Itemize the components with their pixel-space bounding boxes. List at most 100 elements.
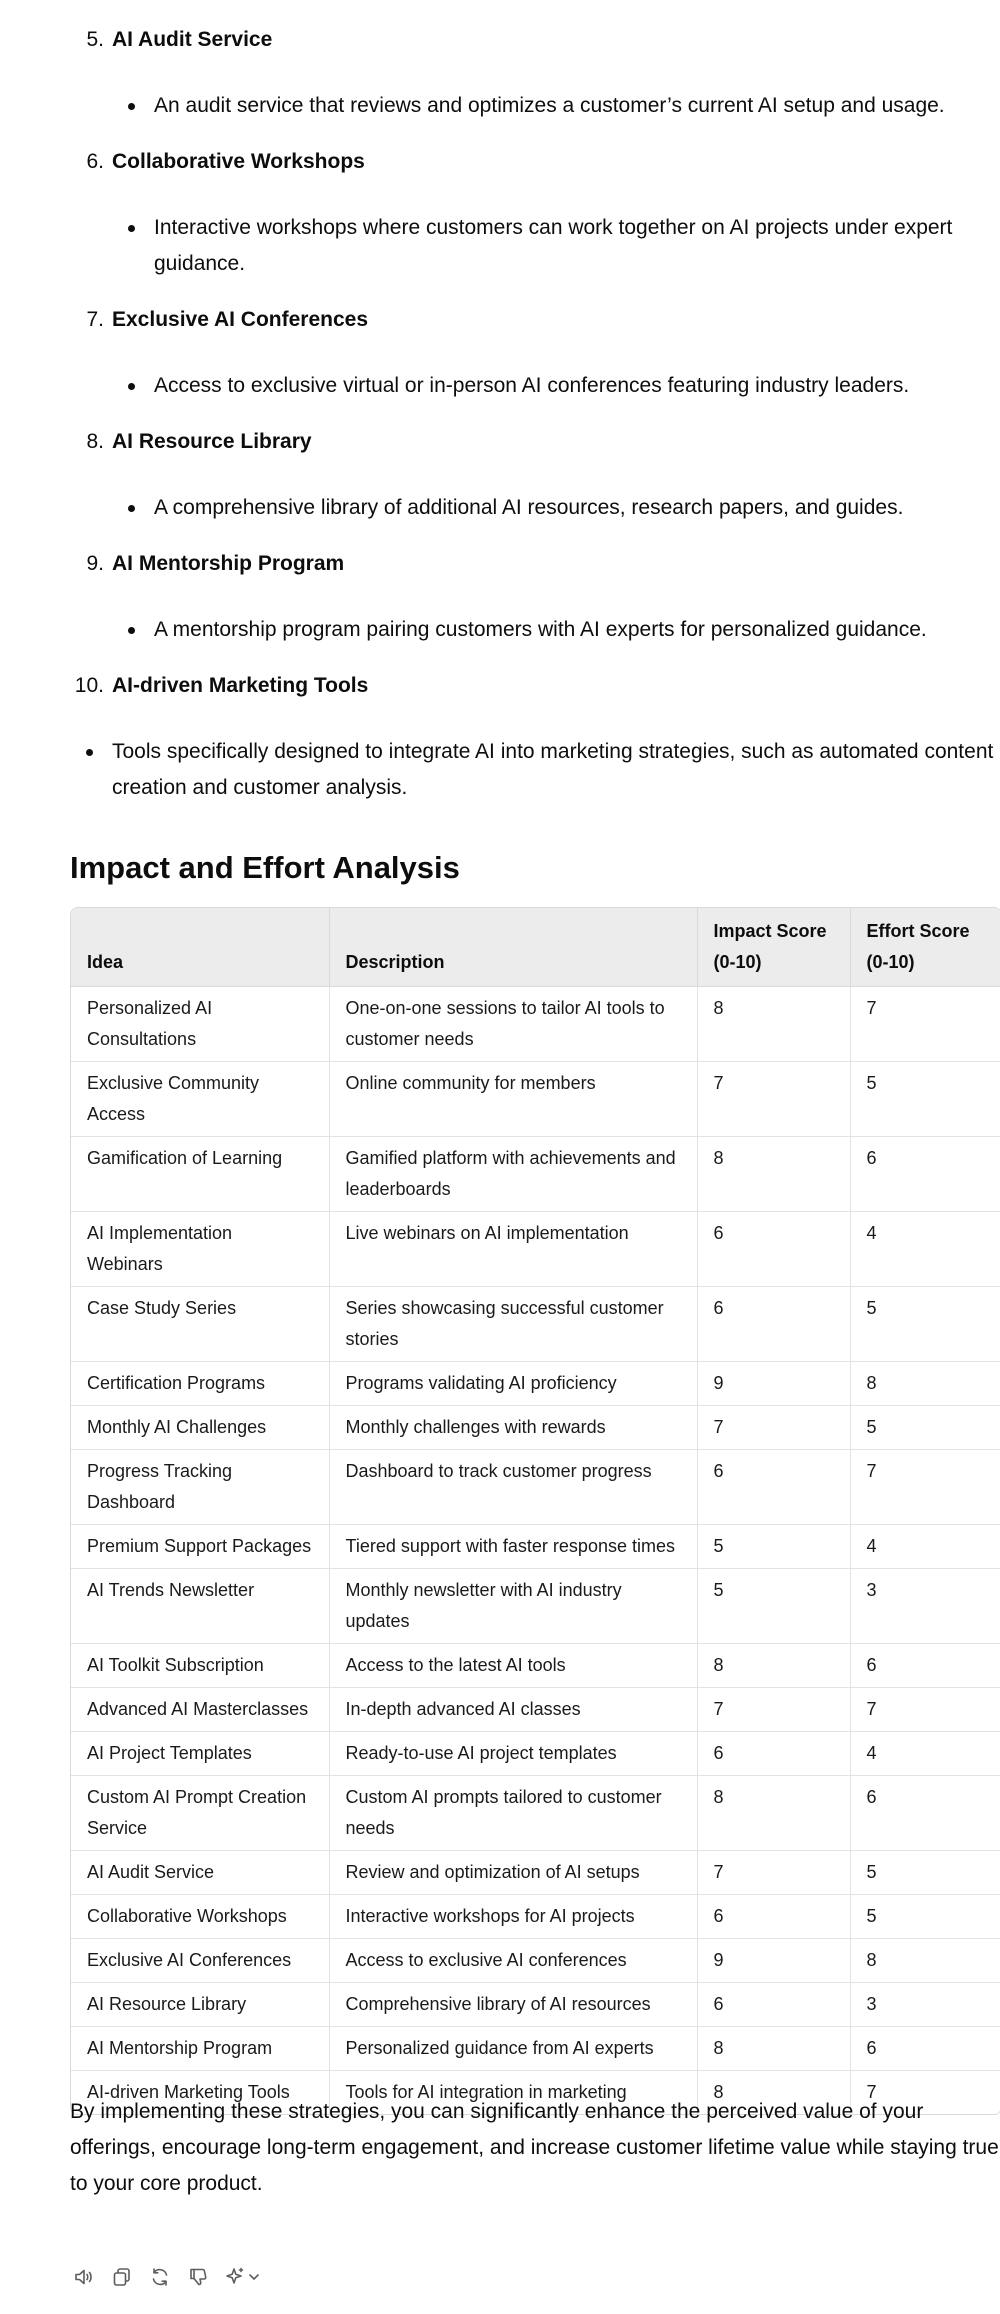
column-header-impact-score: Impact Score (0-10) (697, 908, 851, 987)
effort-score-cell: 5 (850, 1850, 1000, 1895)
list-item-title: Exclusive AI Conferences (112, 308, 368, 331)
impact-score-cell: 9 (697, 1361, 851, 1406)
regenerate-icon (149, 2266, 171, 2288)
list-item-title: AI Audit Service (112, 28, 273, 51)
table-row: Custom AI Prompt Creation Service Custom… (71, 1775, 1000, 1851)
effort-score-cell: 4 (850, 1211, 1000, 1287)
bullet-dot (128, 103, 135, 110)
idea-cell: AI Mentorship Program (71, 2026, 330, 2071)
table-row: Exclusive AI Conferences Access to exclu… (71, 1938, 1000, 1983)
impact-score-cell: 5 (697, 1568, 851, 1644)
impact-score-cell: 8 (697, 1136, 851, 1212)
sparkle-model-icon (224, 2266, 262, 2288)
table-row: Collaborative Workshops Interactive work… (71, 1894, 1000, 1939)
idea-cell: AI Project Templates (71, 1731, 330, 1776)
impact-score-cell: 8 (697, 986, 851, 1062)
list-number: 6. (86, 150, 104, 173)
list-item: 8. AI Resource Library A comprehensive l… (70, 424, 1000, 526)
description-cell: Custom AI prompts tailored to customer n… (329, 1775, 698, 1851)
idea-cell: Gamification of Learning (71, 1136, 330, 1212)
idea-cell: Collaborative Workshops (71, 1894, 330, 1939)
list-number: 7. (86, 308, 104, 331)
list-item-title: AI-driven Marketing Tools (112, 674, 369, 697)
idea-cell: Progress Tracking Dashboard (71, 1449, 330, 1525)
table-row: Advanced AI Masterclasses In-depth advan… (71, 1687, 1000, 1732)
impact-score-cell: 8 (697, 1643, 851, 1688)
section-heading: Impact and Effort Analysis (70, 850, 460, 885)
description-cell: Dashboard to track customer progress (329, 1449, 698, 1525)
table-row: AI Resource Library Comprehensive librar… (71, 1982, 1000, 2027)
table-row: AI Trends Newsletter Monthly newsletter … (71, 1568, 1000, 1644)
list-item-bullet: A mentorship program pairing customers w… (112, 612, 1000, 648)
list-item-description: An audit service that reviews and optimi… (154, 94, 945, 117)
list-item: 10. AI-driven Marketing Tools (70, 668, 369, 704)
effort-score-cell: 3 (850, 1982, 1000, 2027)
idea-cell: Case Study Series (71, 1286, 330, 1362)
effort-score-cell: 5 (850, 1894, 1000, 1939)
description-cell: Tools for AI integration in marketing (329, 2070, 698, 2114)
table-row: AI Toolkit Subscription Access to the la… (71, 1643, 1000, 1688)
effort-score-cell: 4 (850, 1731, 1000, 1776)
idea-cell: AI Resource Library (71, 1982, 330, 2027)
effort-score-cell: 6 (850, 1136, 1000, 1212)
impact-score-cell: 7 (697, 1061, 851, 1137)
idea-cell: AI Implementation Webinars (71, 1211, 330, 1287)
table-row: Monthly AI Challenges Monthly challenges… (71, 1405, 1000, 1450)
effort-score-cell: 3 (850, 1568, 1000, 1644)
bullet-dot (86, 749, 93, 756)
effort-score-cell: 7 (850, 1687, 1000, 1732)
description-cell: Gamified platform with achievements and … (329, 1136, 698, 1212)
column-header-effort-score: Effort Score (0-10) (850, 908, 1000, 987)
bullet-dot (128, 383, 135, 390)
bullet-dot (128, 225, 135, 232)
description-cell: Ready-to-use AI project templates (329, 1731, 698, 1776)
table-row: AI Implementation Webinars Live webinars… (71, 1211, 1000, 1287)
idea-cell: Certification Programs (71, 1361, 330, 1406)
impact-score-cell: 6 (697, 1211, 851, 1287)
description-cell: Access to exclusive AI conferences (329, 1938, 698, 1983)
impact-score-cell: 6 (697, 1982, 851, 2027)
list-item-bullet: Access to exclusive virtual or in-person… (112, 368, 1000, 404)
effort-score-cell: 8 (850, 1361, 1000, 1406)
list-item-bullet: Tools specifically designed to integrate… (70, 734, 1000, 806)
bullet-dot (128, 627, 135, 634)
table-row: Personalized AI Consultations One-on-one… (71, 986, 1000, 1062)
impact-score-cell: 8 (697, 2070, 851, 2114)
idea-cell: Premium Support Packages (71, 1524, 330, 1569)
idea-cell: Exclusive Community Access (71, 1061, 330, 1137)
bad-response-button[interactable] (184, 2263, 212, 2291)
impact-score-cell: 8 (697, 1775, 851, 1851)
list-item-bullet: A comprehensive library of additional AI… (112, 490, 1000, 526)
copy-icon (111, 2266, 133, 2288)
description-cell: Interactive workshops for AI projects (329, 1894, 698, 1939)
effort-score-cell: 4 (850, 1524, 1000, 1569)
idea-cell: AI Audit Service (71, 1850, 330, 1895)
effort-score-cell: 5 (850, 1061, 1000, 1137)
description-cell: Monthly challenges with rewards (329, 1405, 698, 1450)
impact-score-cell: 7 (697, 1687, 851, 1732)
impact-effort-table: Idea Description Impact Score (0-10) Eff… (70, 907, 1000, 2115)
idea-cell: Personalized AI Consultations (71, 986, 330, 1062)
idea-cell: Exclusive AI Conferences (71, 1938, 330, 1983)
list-item-title: Collaborative Workshops (112, 150, 365, 173)
impact-score-cell: 6 (697, 1731, 851, 1776)
list-number: 5. (86, 28, 104, 51)
list-item-description: Access to exclusive virtual or in-person… (154, 374, 910, 397)
regenerate-button[interactable] (146, 2263, 174, 2291)
column-header-description: Description (329, 908, 698, 987)
table-row: Case Study Series Series showcasing succ… (71, 1286, 1000, 1362)
idea-cell: AI-driven Marketing Tools (71, 2070, 330, 2114)
effort-score-cell: 7 (866, 2082, 877, 2102)
description-cell: Personalized guidance from AI experts (329, 2026, 698, 2071)
description-cell: Monthly newsletter with AI industry upda… (329, 1568, 698, 1644)
model-switch-button[interactable] (222, 2263, 264, 2291)
description-cell: Access to the latest AI tools (329, 1643, 698, 1688)
list-number: 8. (86, 430, 104, 453)
description-cell: Live webinars on AI implementation (329, 1211, 698, 1287)
effort-score-cell: 6 (850, 1775, 1000, 1851)
list-item: 9. AI Mentorship Program A mentorship pr… (70, 546, 1000, 648)
list-item-title: AI Resource Library (112, 430, 312, 453)
read-aloud-button[interactable] (70, 2263, 98, 2291)
copy-button[interactable] (108, 2263, 136, 2291)
list-item: 5. AI Audit Service An audit service tha… (70, 22, 1000, 124)
